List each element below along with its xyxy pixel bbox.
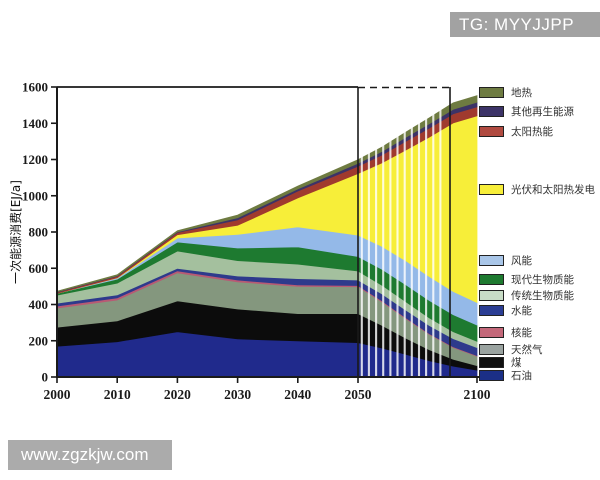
legend-swatch-hydro: [479, 305, 504, 316]
x-tick-label: 2050: [345, 387, 372, 402]
legend-swatch-solar_heat: [479, 126, 504, 137]
legend-swatch-trad_bio: [479, 290, 504, 301]
legend-label-pv_csp: 光伏和太阳热发电: [511, 184, 595, 196]
y-tick-label: 200: [29, 333, 49, 348]
legend-label-other_renew: 其他再生能源: [511, 106, 574, 118]
legend-label-nuclear: 核能: [511, 327, 532, 339]
legend-label-trad_bio: 传统生物质能: [511, 290, 574, 302]
y-tick-label: 400: [29, 297, 49, 312]
legend-swatch-geothermal: [479, 87, 504, 98]
watermark-top: TG: MYYJJPP: [450, 12, 600, 37]
x-tick-label: 2040: [284, 387, 311, 402]
y-tick-label: 800: [29, 225, 49, 240]
legend-item-coal: 煤: [479, 355, 522, 370]
legend-label-coal: 煤: [511, 357, 522, 369]
y-tick-label: 1400: [22, 116, 48, 131]
legend-swatch-mod_bio: [479, 274, 504, 285]
area-geothermal: [56, 95, 478, 293]
legend-item-other_renew: 其他再生能源: [479, 104, 574, 119]
x-tick-label: 2030: [224, 387, 251, 402]
legend-swatch-pv_csp: [479, 184, 504, 195]
x-tick-label: 2010: [104, 387, 131, 402]
legend-label-hydro: 水能: [511, 305, 532, 317]
y-tick-label: 1200: [22, 152, 48, 167]
legend-label-gas: 天然气: [511, 344, 543, 356]
legend-label-solar_heat: 太阳热能: [511, 126, 553, 138]
legend-item-trad_bio: 传统生物质能: [479, 288, 574, 303]
watermark-bottom: www.zgzkjw.com: [8, 440, 172, 470]
legend-item-nuclear: 核能: [479, 325, 532, 340]
y-axis-title: 一次能源消费[EJ/a]: [9, 180, 23, 284]
y-tick-label: 600: [29, 261, 49, 276]
legend-swatch-other_renew: [479, 106, 504, 117]
legend-item-solar_heat: 太阳热能: [479, 124, 553, 139]
watermark-top-text: TG: MYYJJPP: [459, 15, 575, 34]
x-tick-label: 2000: [44, 387, 71, 402]
y-tick-label: 0: [42, 370, 49, 385]
legend-item-oil: 石油: [479, 368, 532, 383]
legend-swatch-gas: [479, 344, 504, 355]
legend-swatch-wind: [479, 255, 504, 266]
legend-item-wind: 风能: [479, 253, 532, 268]
legend-label-mod_bio: 现代生物质能: [511, 274, 574, 286]
y-tick-label: 1600: [22, 80, 48, 95]
legend-item-hydro: 水能: [479, 303, 532, 318]
x-tick-label: 2020: [164, 387, 191, 402]
y-tick-label: 1000: [22, 188, 48, 203]
legend-item-mod_bio: 现代生物质能: [479, 272, 574, 287]
legend-item-pv_csp: 光伏和太阳热发电: [479, 182, 595, 197]
legend-label-geothermal: 地热: [511, 87, 532, 99]
legend-item-geothermal: 地热: [479, 85, 532, 100]
watermark-bottom-text: www.zgzkjw.com: [21, 445, 149, 464]
legend-swatch-nuclear: [479, 327, 504, 338]
legend-label-wind: 风能: [511, 255, 532, 267]
x-tick-label: 2100: [464, 387, 491, 402]
legend-label-oil: 石油: [511, 370, 532, 382]
legend-item-gas: 天然气: [479, 342, 543, 357]
legend-swatch-coal: [479, 357, 504, 368]
legend-swatch-oil: [479, 370, 504, 381]
